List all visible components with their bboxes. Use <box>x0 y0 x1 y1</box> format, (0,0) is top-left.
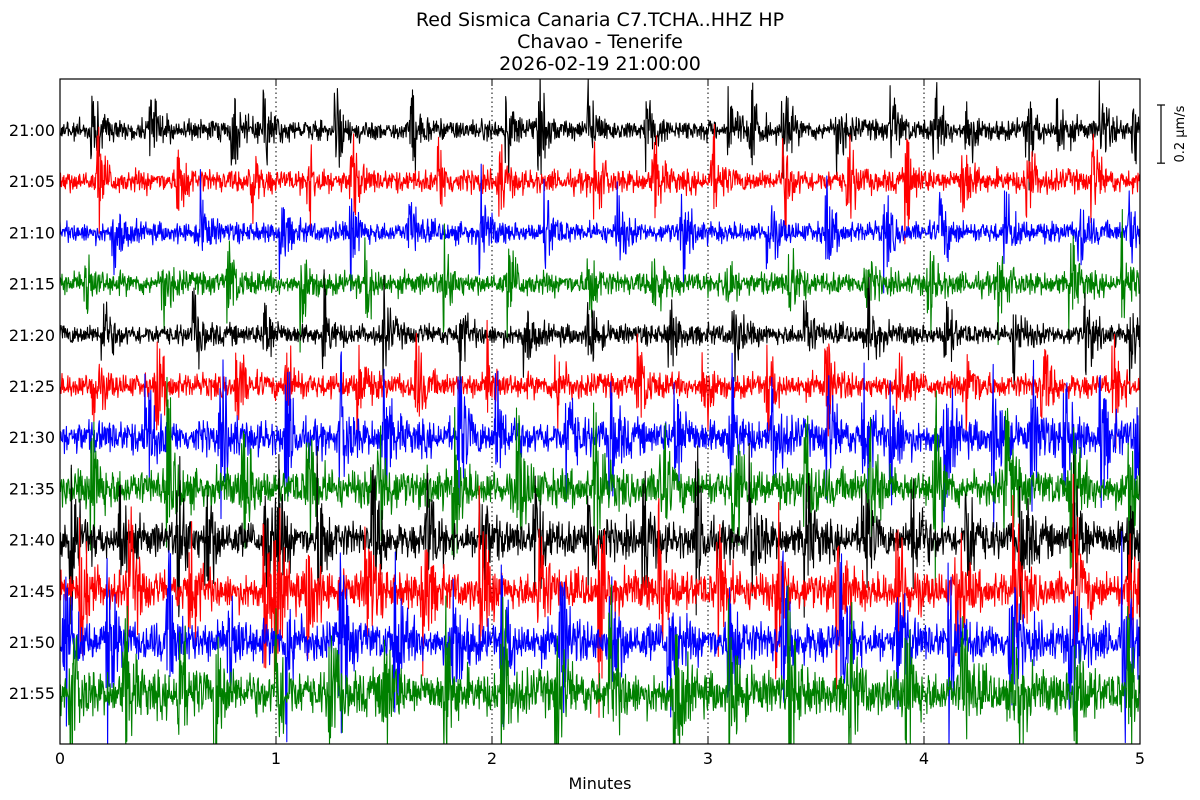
x-tick-label-1: 1 <box>271 749 281 768</box>
x-axis-title: Minutes <box>569 774 632 793</box>
trace-2110 <box>60 163 1140 294</box>
chart-subtitle: Chavao - Tenerife <box>517 31 683 53</box>
row-label-2120: 21:20 <box>9 326 55 345</box>
seismic-traces <box>60 79 1140 744</box>
x-tick-label-5: 5 <box>1135 749 1145 768</box>
amplitude-scale-bar: 0.2 μm/s <box>1157 104 1188 164</box>
chart-start-time: 2026-02-19 21:00:00 <box>499 53 701 75</box>
trace-2120 <box>60 269 1140 394</box>
scale-bar-label: 0.2 μm/s <box>1173 105 1188 162</box>
row-label-2130: 21:30 <box>9 428 55 447</box>
row-label-2105: 21:05 <box>9 172 55 191</box>
trace-2100 <box>60 79 1140 191</box>
trace-2130 <box>60 351 1140 529</box>
row-label-2110: 21:10 <box>9 223 55 242</box>
row-label-2135: 21:35 <box>9 479 55 498</box>
trace-2145 <box>60 473 1140 718</box>
x-tick-label-2: 2 <box>487 749 497 768</box>
x-axis-ticks: 0 1 2 3 4 5 <box>55 79 1145 768</box>
row-label-2145: 21:45 <box>9 582 55 601</box>
trace-2125 <box>60 319 1140 449</box>
row-label-2125: 21:25 <box>9 377 55 396</box>
trace-2135 <box>60 376 1140 587</box>
trace-2105 <box>60 123 1140 245</box>
plot-frame <box>59 78 1141 745</box>
trace-2150 <box>60 530 1140 744</box>
row-label-2150: 21:50 <box>9 633 55 652</box>
x-tick-label-3: 3 <box>703 749 713 768</box>
row-label-2115: 21:15 <box>9 275 55 294</box>
trace-2115 <box>60 208 1140 353</box>
trace-2155 <box>60 584 1140 744</box>
chart-title: Red Sismica Canaria C7.TCHA..HHZ HP <box>415 9 785 31</box>
chart-title-block: Red Sismica Canaria C7.TCHA..HHZ HP Chav… <box>0 9 1200 75</box>
row-label-2100: 21:00 <box>9 121 55 140</box>
row-label-2140: 21:40 <box>9 531 55 550</box>
x-tick-label-0: 0 <box>55 749 65 768</box>
row-label-2155: 21:55 <box>9 684 55 703</box>
x-tick-label-4: 4 <box>919 749 929 768</box>
trace-2140 <box>60 442 1140 626</box>
row-time-labels: 21:00 21:05 21:10 21:15 21:20 21:25 21:30 21:35… <box>9 121 55 703</box>
